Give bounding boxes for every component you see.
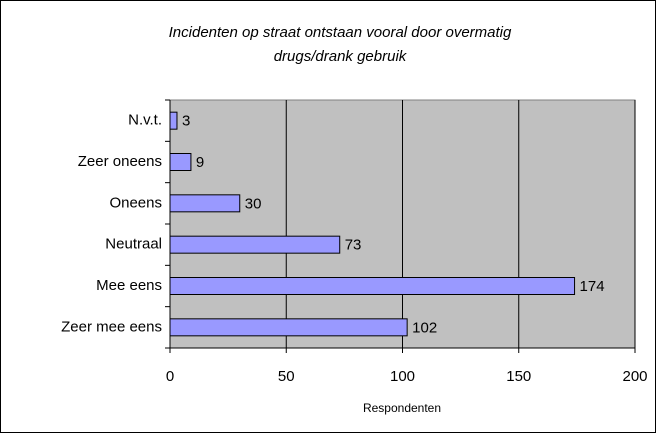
value-label: 102 <box>412 319 437 336</box>
y-tick-label: Neutraal <box>105 236 162 253</box>
chart-title: Incidenten op straat ontstaan vooral doo… <box>169 24 512 41</box>
value-label: 3 <box>182 113 190 130</box>
value-label: 9 <box>196 154 204 171</box>
x-tick-label: 50 <box>278 368 295 385</box>
y-tick-label: Mee eens <box>96 277 162 294</box>
value-label: 73 <box>345 237 362 254</box>
x-tick-label: 0 <box>166 368 174 385</box>
bar <box>169 235 341 254</box>
x-axis-label: Respondenten <box>363 401 441 415</box>
value-label: 30 <box>245 195 262 212</box>
bar <box>169 153 192 171</box>
y-tick-label: N.v.t. <box>128 112 162 129</box>
bar <box>169 318 408 337</box>
x-tick-label: 150 <box>506 368 531 385</box>
y-tick-label: Oneens <box>109 194 162 211</box>
value-label: 174 <box>580 278 605 295</box>
x-tick-label: 100 <box>390 368 415 385</box>
x-tick-label: 200 <box>622 368 647 385</box>
bar <box>169 194 241 213</box>
bar <box>169 111 178 130</box>
bar <box>169 277 576 295</box>
y-tick-label: Zeer mee eens <box>61 318 162 335</box>
y-tick-label: Zeer oneens <box>78 153 162 170</box>
chart-title: drugs/drank gebruik <box>274 48 408 65</box>
